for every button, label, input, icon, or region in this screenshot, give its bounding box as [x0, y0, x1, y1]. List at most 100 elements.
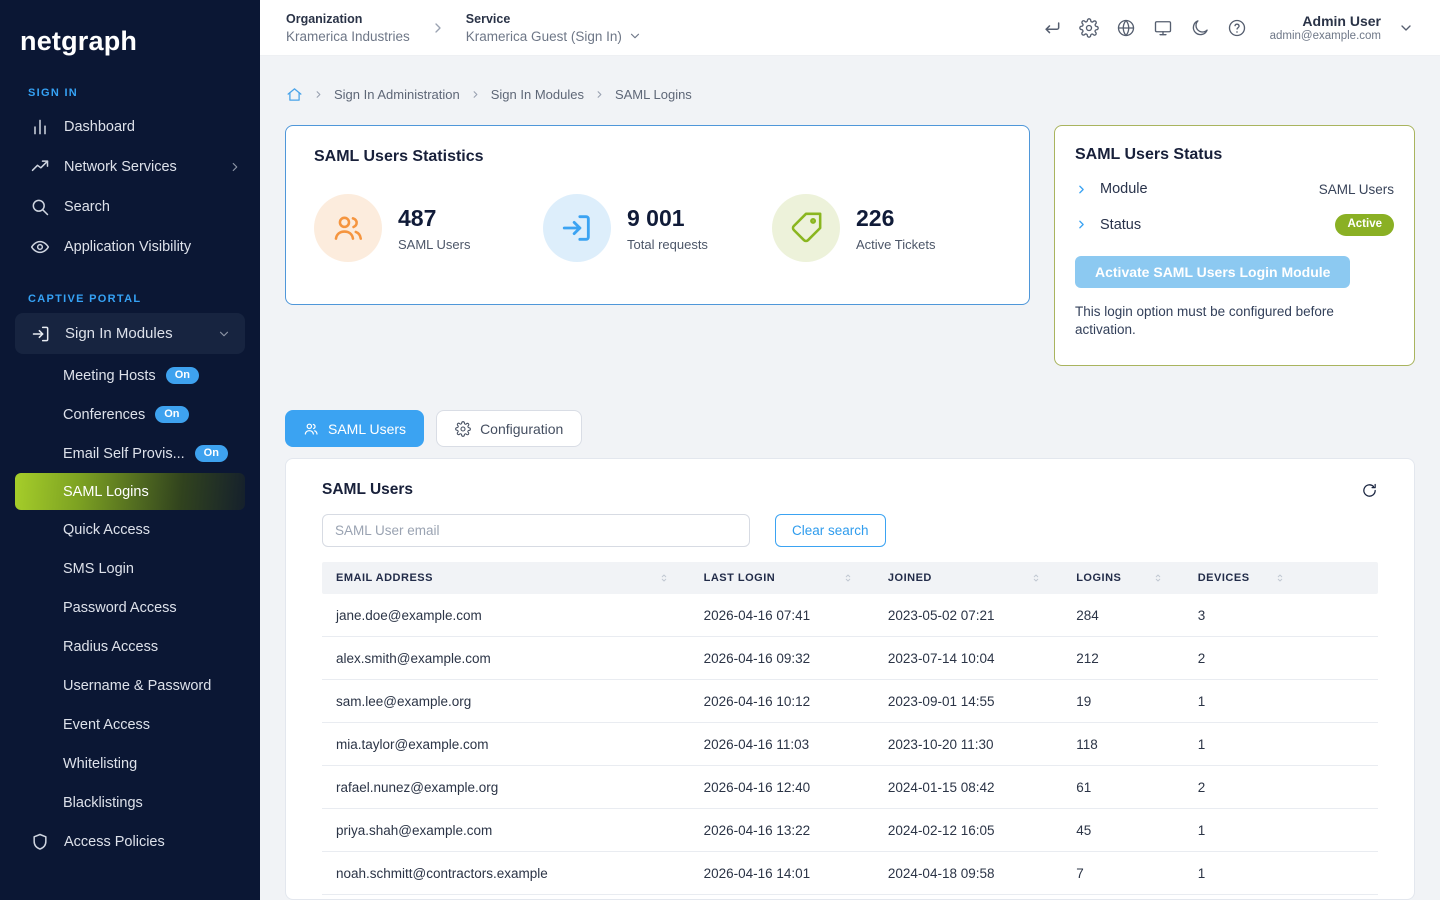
activate-module-button[interactable]: Activate SAML Users Login Module — [1075, 255, 1351, 288]
table-row[interactable]: priya.shah@example.com 2026-04-16 13:22 … — [322, 809, 1378, 852]
shield-icon — [33, 833, 47, 850]
organization-value: Kramerica Industries — [286, 28, 410, 44]
sidebar-item-label: Dashboard — [64, 119, 135, 135]
app-logo: netgraph — [20, 26, 138, 56]
column-header-logins[interactable]: Logins — [1062, 572, 1184, 584]
chevron-down-icon[interactable] — [628, 29, 642, 43]
cell-email: noah.schmitt@contractors.example — [336, 865, 548, 881]
chevron-right-icon — [232, 162, 238, 172]
sidebar-item-access-policies[interactable]: Access Policies — [0, 822, 260, 862]
home-icon[interactable] — [286, 86, 303, 103]
chevron-right-icon — [1079, 185, 1084, 193]
column-header-last-login[interactable]: Last login — [690, 572, 874, 584]
tab-configuration[interactable]: Configuration — [436, 410, 583, 447]
chevron-right-icon — [597, 91, 602, 98]
sidebar-item-dashboard[interactable]: Dashboard — [0, 107, 260, 147]
cell-joined: 2023-10-20 11:30 — [887, 736, 994, 752]
service-selector[interactable]: Service Kramerica Guest (Sign In) — [466, 12, 642, 44]
sidebar-item-conferences[interactable]: Conferences On — [0, 395, 260, 434]
return-icon[interactable] — [1042, 18, 1062, 38]
table-header-row: Email address Last login Joined Logins D… — [322, 562, 1378, 594]
sign-in-icon — [32, 326, 49, 341]
chevron-right-icon — [316, 91, 321, 98]
refresh-icon[interactable] — [1361, 482, 1378, 499]
sidebar-item-label: Access Policies — [64, 834, 165, 850]
sidebar-item-label: Conferences — [63, 406, 146, 423]
sidebar-item-quick-access[interactable]: Quick Access — [0, 510, 260, 549]
table-row[interactable]: rafael.nunez@example.org 2026-04-16 12:4… — [322, 766, 1378, 809]
sidebar-item-whitelisting[interactable]: Whitelisting — [0, 744, 260, 783]
stat-value: 9 001 — [627, 204, 685, 231]
sidebar-item-meeting-hosts[interactable]: Meeting Hosts On — [0, 356, 260, 395]
tab-label: Configuration — [480, 420, 564, 437]
service-value: Kramerica Guest (Sign In) — [465, 28, 622, 44]
status-card-title: SAML Users Status — [1075, 146, 1223, 163]
clear-search-button[interactable]: Clear search — [775, 514, 886, 547]
sort-icon[interactable] — [658, 572, 670, 584]
sidebar-item-label: Radius Access — [63, 638, 159, 655]
breadcrumb-item[interactable]: Sign In Modules — [490, 87, 584, 102]
sidebar-item-blacklistings[interactable]: Blacklistings — [0, 783, 260, 822]
breadcrumb-item-current[interactable]: SAML Logins — [614, 87, 692, 102]
status-label: Status — [1100, 216, 1142, 233]
user-menu[interactable]: Admin User admin@example.com — [1270, 13, 1381, 42]
sidebar-item-event-access[interactable]: Event Access — [0, 705, 260, 744]
sidebar-item-saml-logins[interactable]: SAML Logins — [15, 473, 245, 510]
sort-icon[interactable] — [1030, 572, 1042, 584]
sidebar-item-network-services[interactable]: Network Services — [0, 147, 260, 187]
organization-selector[interactable]: Organization Kramerica Industries — [286, 12, 410, 44]
sidebar-item-application-visibility[interactable]: Application Visibility — [0, 227, 260, 267]
sidebar-item-sms-login[interactable]: SMS Login — [0, 549, 260, 588]
table-row[interactable]: jane.doe@example.com 2026-04-16 07:41 20… — [322, 594, 1378, 637]
breadcrumb-item[interactable]: Sign In Administration — [334, 87, 460, 102]
cell-email: alex.smith@example.com — [336, 650, 491, 666]
moon-icon[interactable] — [1190, 18, 1210, 38]
settings-icon[interactable] — [1078, 17, 1099, 38]
tab-saml-users[interactable]: SAML Users — [285, 410, 425, 447]
sidebar-item-password-access[interactable]: Password Access — [0, 588, 260, 627]
sidebar-item-label: Quick Access — [63, 521, 151, 538]
sort-icon[interactable] — [842, 572, 854, 584]
module-label: Module — [1100, 181, 1148, 197]
sidebar-item-email-self-provisioning[interactable]: Email Self Provis... On — [0, 434, 260, 473]
cell-joined: 2023-05-02 07:21 — [887, 607, 995, 623]
sidebar-item-username-password[interactable]: Username & Password — [0, 666, 260, 705]
section-captive-portal: CAPTIVE PORTAL — [28, 293, 142, 305]
help-icon[interactable] — [1227, 18, 1247, 38]
eye-icon — [30, 240, 50, 254]
stat-active-tickets: 226 Active Tickets — [772, 194, 1001, 262]
module-row: Module SAML Users — [1075, 181, 1394, 197]
sidebar-item-label: SAML Logins — [63, 483, 149, 500]
service-label: Service — [465, 11, 511, 26]
column-header-label: Last login — [703, 572, 776, 584]
sidebar-item-radius-access[interactable]: Radius Access — [0, 627, 260, 666]
sidebar-item-search[interactable]: Search — [0, 187, 260, 227]
sort-icon[interactable] — [1152, 572, 1164, 584]
column-header-joined[interactable]: Joined — [874, 572, 1062, 584]
table-row[interactable]: sam.lee@example.org 2026-04-16 10:12 202… — [322, 680, 1378, 723]
table-row[interactable]: mia.taylor@example.com 2026-04-16 11:03 … — [322, 723, 1378, 766]
sidebar-item-label: Email Self Provis... — [63, 445, 185, 462]
cell-logins: 61 — [1076, 779, 1092, 795]
chevron-right-icon — [473, 91, 478, 98]
cell-last-login: 2026-04-16 11:03 — [703, 736, 810, 752]
sidebar-item-label: Search — [64, 199, 110, 215]
sidebar-item-sign-in-modules[interactable]: Sign In Modules — [15, 313, 245, 354]
bar-chart-icon — [34, 119, 46, 135]
globe-icon[interactable] — [1116, 18, 1136, 38]
table-row[interactable]: noah.schmitt@contractors.example 2026-04… — [322, 852, 1378, 895]
sidebar: netgraph SIGN IN Dashboard Network Servi… — [0, 0, 260, 900]
sort-icon[interactable] — [1274, 572, 1286, 584]
column-header-devices[interactable]: Devices — [1184, 572, 1307, 584]
chevron-down-icon[interactable] — [1398, 20, 1414, 36]
display-icon[interactable] — [1153, 18, 1173, 38]
organization-label: Organization — [286, 11, 363, 26]
table-row[interactable]: alex.smith@example.com 2026-04-16 09:32 … — [322, 637, 1378, 680]
search-input[interactable] — [322, 514, 750, 547]
cell-devices: 2 — [1197, 779, 1206, 795]
trending-up-icon — [31, 160, 49, 172]
column-header-email[interactable]: Email address — [322, 572, 690, 584]
status-badge: Active — [1335, 214, 1394, 236]
cell-logins: 7 — [1076, 865, 1084, 881]
